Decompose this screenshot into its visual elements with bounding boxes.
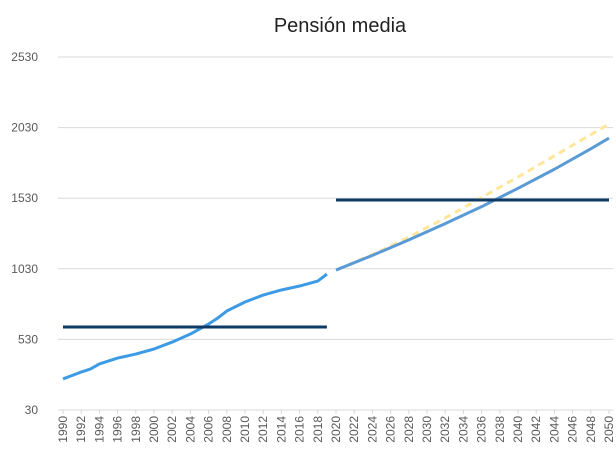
y-tick-label: 1030 (11, 262, 38, 276)
x-tick-label: 1992 (74, 416, 88, 443)
x-tick-label: 2030 (420, 416, 434, 443)
x-tick-label: 1998 (129, 416, 143, 443)
x-tick-label: 2042 (529, 416, 543, 443)
x-tick-label: 2028 (402, 416, 416, 443)
x-tick-label: 2034 (456, 416, 470, 443)
y-tick-label: 2030 (11, 121, 38, 135)
y-tick-label: 1530 (11, 191, 38, 205)
line (335, 122, 610, 272)
line (335, 136, 610, 272)
x-tick-label: 1990 (56, 416, 70, 443)
x-tick-label: 1994 (92, 416, 106, 443)
x-tick-label: 2006 (202, 416, 216, 443)
x-tick-label: 2000 (147, 416, 161, 443)
x-tick-label: 2018 (311, 416, 325, 443)
x-tick-label: 2044 (547, 416, 561, 443)
x-tick-label: 2008 (220, 416, 234, 443)
x-tick-label: 2036 (475, 416, 489, 443)
y-tick-label: 2530 (11, 50, 38, 64)
chart-title: Pensión media (274, 15, 407, 37)
y-tick-label: 30 (25, 403, 39, 417)
x-tick-label: 2038 (493, 416, 507, 443)
x-tick-label: 2016 (293, 416, 307, 443)
x-tick-label: 2022 (347, 416, 361, 443)
x-tick-label: 2002 (165, 416, 179, 443)
y-tick-label: 530 (18, 332, 38, 346)
x-tick-label: 2050 (602, 416, 616, 443)
x-tick-label: 2040 (511, 416, 525, 443)
x-tick-label: 2032 (438, 416, 452, 443)
x-tick-label: 2046 (566, 416, 580, 443)
x-tick-label: 2026 (384, 416, 398, 443)
x-tick-label: 1996 (111, 416, 125, 443)
x-tick-label: 2004 (183, 416, 197, 443)
x-tick-label: 2020 (329, 416, 343, 443)
x-tick-label: 2048 (584, 416, 598, 443)
x-tick-label: 2024 (365, 416, 379, 443)
line (62, 272, 328, 381)
x-tick-label: 2014 (274, 416, 288, 443)
x-tick-label: 2012 (256, 416, 270, 443)
x-tick-label: 2010 (238, 416, 252, 443)
